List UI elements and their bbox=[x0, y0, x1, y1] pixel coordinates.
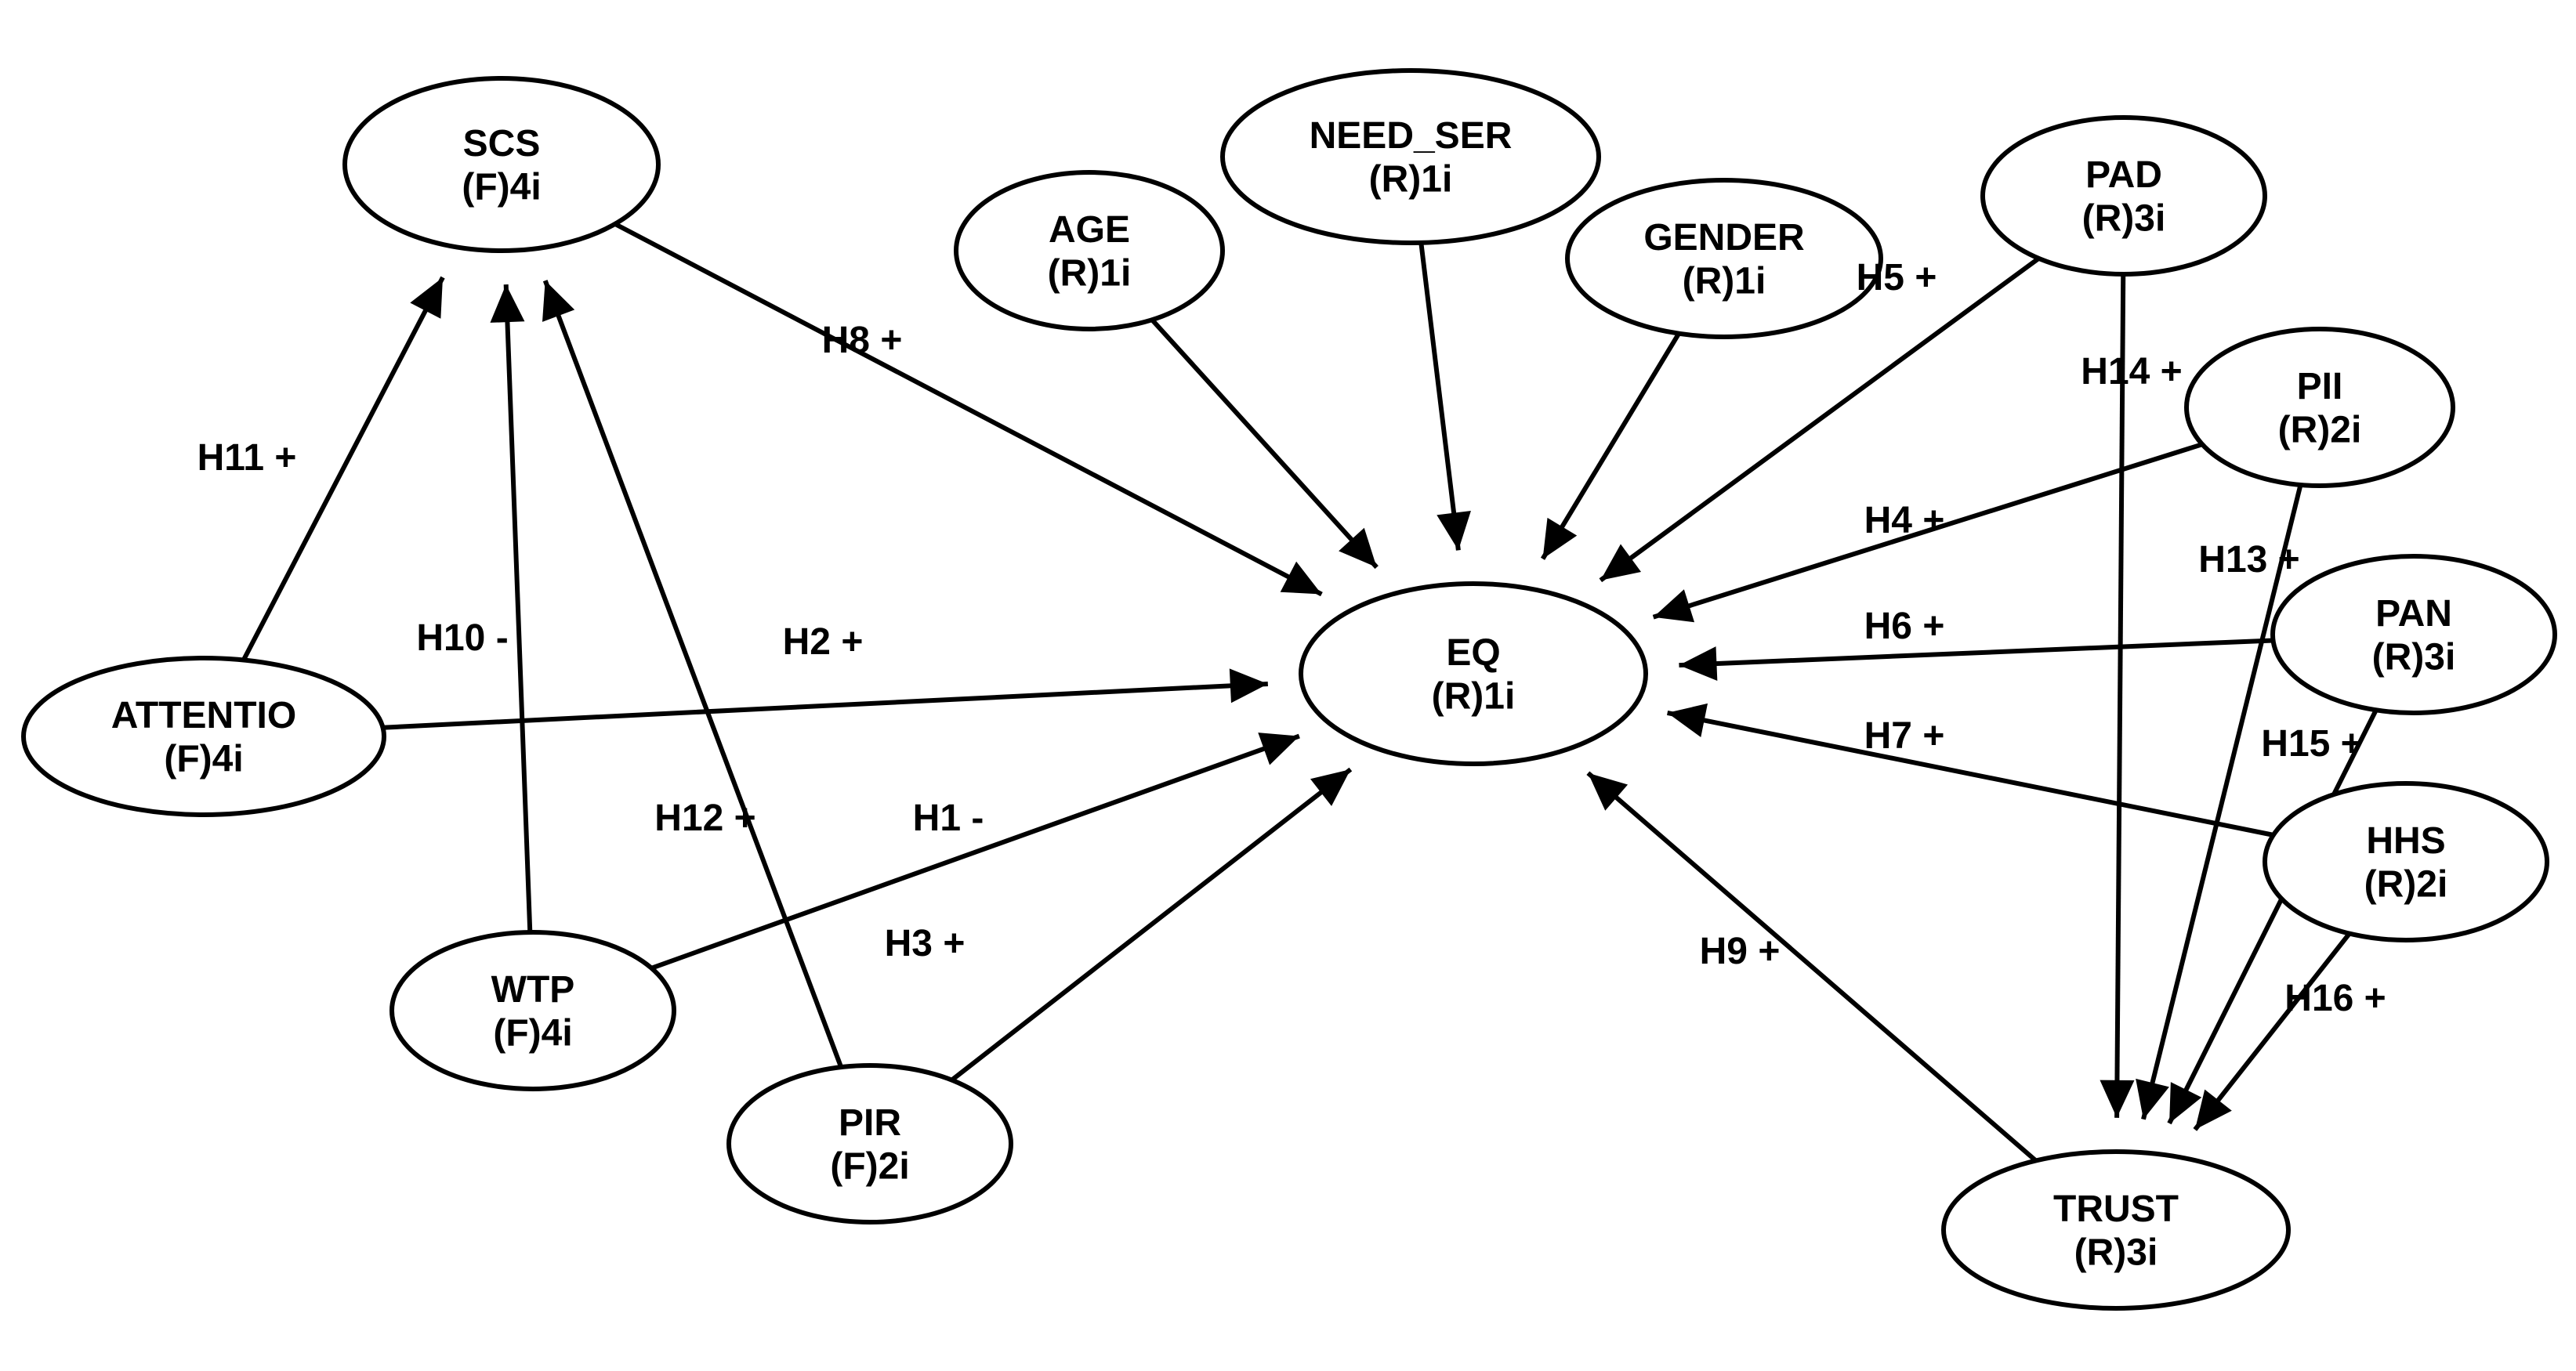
edge-H9 bbox=[1588, 773, 2035, 1161]
node-EQ: EQ(R)1i bbox=[1301, 584, 1646, 764]
edge-label-H15: H15 + bbox=[2261, 723, 2362, 765]
node-PII: PII(R)2i bbox=[2187, 329, 2453, 486]
node-label-GENDER-line0: GENDER bbox=[1643, 217, 1804, 259]
node-PAN: PAN(R)3i bbox=[2273, 556, 2555, 713]
node-label-HHS-line1: (R)2i bbox=[2364, 863, 2448, 905]
edge-label-H10: H10 - bbox=[416, 617, 508, 659]
node-label-WTP-line0: WTP bbox=[491, 969, 575, 1011]
edge-label-H2: H2 + bbox=[783, 621, 864, 663]
node-SCS: SCS(F)4i bbox=[345, 78, 658, 251]
edge-label-H8: H8 + bbox=[822, 320, 903, 361]
edge-E_NEED bbox=[1421, 243, 1458, 551]
node-label-SCS-line1: (F)4i bbox=[462, 166, 541, 208]
edge-label-H16: H16 + bbox=[2284, 978, 2386, 1019]
node-label-HHS-line0: HHS bbox=[2366, 820, 2445, 862]
node-label-PAN-line0: PAN bbox=[2375, 593, 2452, 635]
edge-E_GENDER bbox=[1543, 334, 1679, 559]
edge-label-H5: H5 + bbox=[1857, 257, 1937, 298]
node-label-SCS-line0: SCS bbox=[463, 123, 541, 165]
node-ATTENTIO: ATTENTIO(F)4i bbox=[24, 658, 384, 815]
node-PAD: PAD(R)3i bbox=[1983, 118, 2265, 274]
node-label-PIR-line0: PIR bbox=[839, 1102, 901, 1144]
edge-H16 bbox=[2195, 934, 2350, 1130]
node-label-PII-line1: (R)2i bbox=[2278, 409, 2362, 450]
node-AGE: AGE(R)1i bbox=[956, 172, 1223, 329]
node-label-PII-line0: PII bbox=[2297, 366, 2343, 407]
edge-label-H13: H13 + bbox=[2198, 539, 2299, 581]
node-WTP: WTP(F)4i bbox=[392, 932, 674, 1089]
node-label-ATTENTIO-line1: (F)4i bbox=[164, 738, 243, 780]
edge-label-H6: H6 + bbox=[1864, 606, 1945, 647]
node-label-PIR-line1: (F)2i bbox=[830, 1145, 909, 1187]
edge-E_AGE bbox=[1152, 320, 1377, 567]
node-NEED_SER: NEED_SER(R)1i bbox=[1223, 71, 1599, 243]
node-label-AGE-line1: (R)1i bbox=[1048, 252, 1132, 294]
node-label-PAD-line0: PAD bbox=[2085, 154, 2162, 196]
edge-labels-layer: H1 - H2 + H3 + H4 + H5 + H6 + H7 + H8 + H9 + H10 … bbox=[197, 257, 2386, 1019]
node-label-NEED_SER-line0: NEED_SER bbox=[1310, 115, 1513, 157]
node-label-EQ-line1: (R)1i bbox=[1432, 675, 1516, 717]
node-label-WTP-line1: (F)4i bbox=[493, 1012, 572, 1054]
node-label-TRUST-line1: (R)3i bbox=[2074, 1232, 2158, 1273]
edge-label-H11: H11 + bbox=[197, 437, 297, 479]
node-label-PAD-line1: (R)3i bbox=[2082, 197, 2166, 239]
node-label-PAN-line1: (R)3i bbox=[2372, 636, 2456, 678]
edge-label-H14: H14 + bbox=[2081, 351, 2182, 392]
edge-label-H12: H12 + bbox=[654, 798, 755, 839]
edge-H14 bbox=[2117, 274, 2123, 1118]
edge-label-H3: H3 + bbox=[885, 923, 966, 964]
node-PIR: PIR(F)2i bbox=[729, 1065, 1011, 1222]
edge-label-H9: H9 + bbox=[1700, 931, 1781, 972]
path-diagram: SCS(F)4iAGE(R)1iNEED_SER(R)1iGENDER(R)1i… bbox=[0, 0, 2576, 1371]
edge-label-H1: H1 - bbox=[913, 798, 984, 839]
node-label-GENDER-line1: (R)1i bbox=[1683, 260, 1766, 302]
node-label-ATTENTIO-line0: ATTENTIO bbox=[111, 695, 296, 736]
edge-H7 bbox=[1668, 713, 2273, 835]
node-HHS: HHS(R)2i bbox=[2265, 783, 2547, 940]
nodes-layer: SCS(F)4iAGE(R)1iNEED_SER(R)1iGENDER(R)1i… bbox=[24, 71, 2555, 1308]
edge-H10 bbox=[506, 284, 531, 932]
edge-H3 bbox=[951, 769, 1350, 1080]
node-GENDER: GENDER(R)1i bbox=[1567, 180, 1881, 337]
node-label-AGE-line0: AGE bbox=[1049, 209, 1130, 251]
edge-label-H7: H7 + bbox=[1864, 715, 1945, 757]
node-label-EQ-line0: EQ bbox=[1446, 632, 1500, 674]
edge-H6 bbox=[1679, 640, 2273, 665]
node-TRUST: TRUST(R)3i bbox=[1944, 1152, 2288, 1308]
node-label-TRUST-line0: TRUST bbox=[2053, 1188, 2179, 1230]
edge-label-H4: H4 + bbox=[1864, 500, 1945, 541]
edge-H1 bbox=[651, 736, 1299, 968]
edge-H2 bbox=[383, 684, 1268, 728]
node-label-NEED_SER-line1: (R)1i bbox=[1369, 158, 1453, 200]
